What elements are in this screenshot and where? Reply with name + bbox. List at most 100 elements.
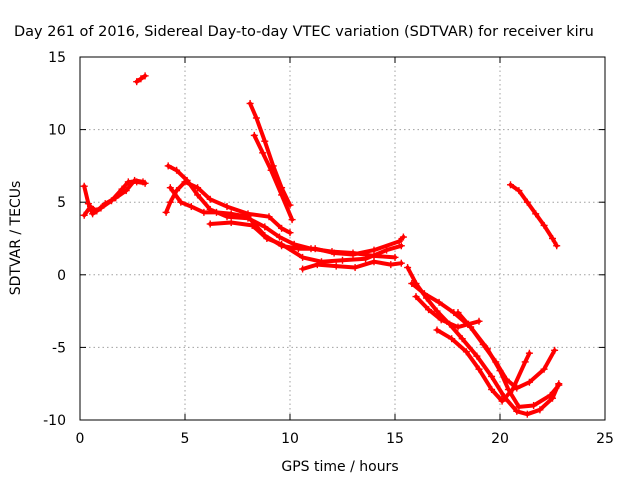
data-point — [80, 211, 88, 219]
data-point — [206, 220, 214, 228]
series-arc-c — [133, 72, 149, 86]
x-axis-label: GPS time / hours — [281, 459, 398, 475]
data-point — [525, 349, 533, 357]
data-point — [437, 316, 445, 324]
data-point — [479, 340, 487, 348]
data-point — [475, 365, 483, 373]
data-point — [276, 233, 283, 241]
data-point — [252, 114, 260, 122]
series-trace — [82, 178, 145, 218]
data-point — [124, 178, 132, 186]
data-point — [131, 176, 139, 184]
data-point — [475, 317, 483, 325]
data-point — [200, 208, 208, 216]
data-point — [332, 262, 340, 270]
data-point — [166, 184, 174, 192]
data-point — [227, 219, 235, 227]
data-point — [351, 264, 359, 272]
data-point — [286, 229, 294, 237]
data-point — [139, 178, 147, 186]
data-point — [313, 261, 321, 269]
series-arc-n — [433, 326, 533, 405]
series-trace — [208, 220, 404, 264]
data-point — [467, 323, 475, 331]
series-trace — [508, 182, 559, 248]
series-trace — [414, 294, 481, 330]
data-point — [399, 233, 407, 241]
data-point — [278, 240, 286, 248]
x-tick-label: 15 — [386, 431, 404, 447]
data-point — [339, 256, 346, 264]
data-point — [412, 293, 420, 301]
data-point — [546, 391, 554, 399]
y-tick-label: 5 — [57, 195, 66, 211]
data-point — [89, 210, 97, 218]
data-point — [397, 259, 405, 267]
x-tick-label: 5 — [181, 431, 190, 447]
data-point — [164, 162, 172, 170]
data-point — [299, 265, 307, 273]
data-point — [492, 358, 500, 366]
data-point — [408, 280, 416, 288]
data-point — [502, 375, 510, 383]
data-point — [370, 258, 378, 266]
data-point — [177, 198, 185, 206]
series-arc-j — [299, 258, 405, 273]
data-point — [250, 131, 258, 139]
data-point — [80, 182, 88, 190]
data-point — [498, 397, 506, 405]
x-tick-label: 25 — [596, 431, 614, 447]
data-point — [540, 221, 548, 229]
series-arc-p — [507, 181, 561, 250]
data-point — [553, 242, 561, 250]
data-point — [294, 245, 302, 253]
data-point — [404, 264, 412, 272]
data-point — [530, 401, 538, 409]
series-trace — [252, 133, 295, 222]
data-point — [532, 210, 540, 218]
data-point — [112, 194, 120, 202]
data-point — [521, 358, 529, 366]
data-point — [513, 407, 521, 415]
data-point — [213, 208, 220, 216]
data-point — [206, 195, 214, 203]
data-point — [141, 72, 149, 80]
data-point — [395, 237, 403, 245]
data-point — [425, 306, 433, 314]
data-point — [244, 213, 252, 221]
data-point — [330, 249, 338, 257]
data-point — [488, 386, 496, 394]
data-point — [515, 187, 523, 195]
data-point — [265, 213, 273, 221]
data-layer — [80, 72, 563, 418]
series-trace — [248, 101, 292, 208]
x-tick-label: 10 — [281, 431, 299, 447]
data-point — [362, 255, 370, 263]
data-point — [433, 326, 441, 334]
data-point — [391, 253, 399, 261]
data-point — [288, 216, 296, 224]
data-point — [166, 198, 174, 206]
data-point — [420, 290, 428, 298]
data-point — [248, 221, 256, 229]
data-point — [525, 378, 533, 386]
data-point — [263, 235, 271, 242]
data-point — [513, 384, 521, 392]
y-axis-label: SDTVAR / TECUs — [8, 181, 24, 296]
data-point — [267, 166, 275, 174]
y-tick-label: 0 — [57, 268, 66, 284]
data-point — [261, 223, 269, 231]
data-point — [536, 406, 544, 414]
data-point — [507, 181, 514, 189]
series-arc-h — [246, 99, 294, 209]
data-point — [162, 208, 170, 216]
data-point — [246, 99, 254, 107]
data-point — [454, 323, 462, 331]
data-point — [227, 210, 235, 218]
data-point — [383, 246, 391, 254]
data-point — [349, 250, 357, 258]
data-point — [433, 307, 441, 315]
data-point — [435, 298, 443, 306]
data-point — [133, 78, 141, 86]
